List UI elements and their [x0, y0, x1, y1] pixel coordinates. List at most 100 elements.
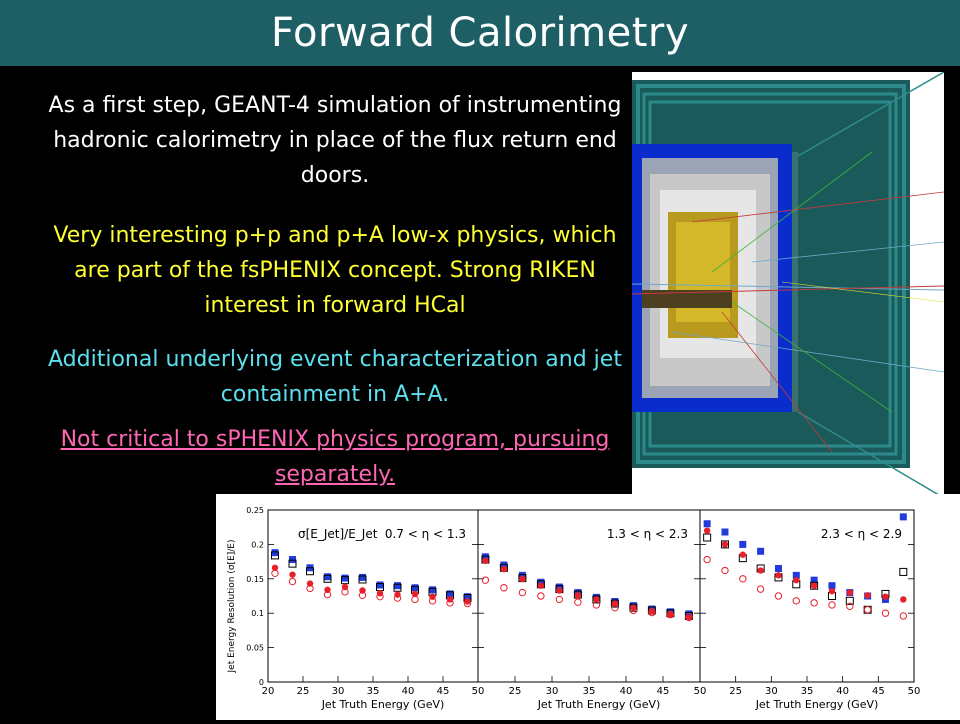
x-axis-label: Jet Truth Energy (GeV): [537, 698, 661, 711]
data-point-open-circle: [846, 602, 854, 611]
geant4-simulation-image: [631, 71, 945, 499]
data-point-open-square: [845, 596, 854, 605]
data-point-filled-circle: [864, 592, 871, 599]
data-point-open-circle: [648, 608, 656, 617]
data-point-filled-circle: [519, 575, 526, 582]
data-point-filled-square: [289, 556, 296, 564]
x-tick-label: 40: [402, 686, 415, 697]
x-tick-label: 35: [583, 686, 596, 697]
x-tick-label: 45: [437, 686, 450, 697]
data-point-open-circle: [323, 590, 332, 599]
data-point-filled-circle: [482, 557, 489, 565]
x-tick-label: 35: [367, 686, 380, 697]
data-point-filled-square: [500, 561, 508, 569]
data-point-filled-circle: [721, 541, 729, 548]
x-tick-label: 30: [332, 686, 345, 697]
data-point-open-circle: [685, 612, 693, 621]
data-point-open-square: [306, 567, 314, 576]
data-point-filled-circle: [537, 582, 545, 589]
paragraph-not-critical: Not critical to sPHENIX physics program,…: [60, 427, 610, 487]
calorimeter-render: [631, 71, 945, 499]
y-tick-label: 0: [259, 678, 264, 687]
jet-resolution-plots: Jet Energy Resolution (σ[E]/E) 0 0.05 0.1 0.…: [216, 494, 960, 720]
data-point-open-circle: [721, 566, 729, 575]
y-tick-label: 0.15: [246, 575, 264, 584]
data-point-filled-circle: [593, 596, 600, 603]
data-point-filled-square: [757, 547, 765, 555]
data-point-filled-square: [899, 513, 907, 521]
data-point-open-circle: [518, 588, 527, 597]
data-point-open-circle: [288, 577, 297, 586]
data-point-open-square: [288, 559, 297, 568]
data-point-filled-square: [359, 573, 366, 581]
eta-range-label: 2.3 < η < 2.9: [821, 527, 902, 541]
data-point-filled-circle: [464, 598, 471, 605]
data-point-filled-square: [341, 574, 349, 582]
x-tick-label: 25: [509, 686, 522, 697]
x-tick-label: 40: [836, 686, 849, 697]
x-tick-label: 30: [546, 686, 559, 697]
x-tick-label: 25: [297, 686, 310, 697]
x-axis-label: Jet Truth Energy (GeV): [755, 698, 879, 711]
data-point-open-circle: [341, 588, 349, 596]
x-tick-label: 50: [472, 686, 485, 697]
data-point-filled-square: [555, 583, 563, 591]
data-point-filled-square: [464, 593, 471, 601]
data-point-open-square: [358, 575, 367, 584]
data-point-filled-circle: [411, 590, 419, 598]
data-point-open-circle: [411, 595, 419, 604]
data-point-open-square: [810, 581, 819, 590]
x-tick-label: 45: [872, 686, 885, 697]
data-point-open-square: [323, 574, 332, 583]
x-tick-label: 20: [262, 686, 275, 697]
data-point-open-square: [899, 567, 908, 576]
data-point-filled-square: [271, 549, 279, 557]
slide-title: Forward Calorimetry: [270, 10, 690, 56]
data-point-filled-circle: [667, 611, 674, 618]
data-point-filled-square: [828, 582, 836, 590]
data-point-open-circle: [703, 555, 711, 564]
paragraph-low-x-physics: Very interesting p+p and p+A low-x physi…: [53, 223, 617, 318]
data-point-filled-square: [518, 571, 526, 579]
data-point-filled-circle: [271, 564, 279, 571]
x-tick-label: 40: [620, 686, 633, 697]
data-point-open-circle: [756, 585, 765, 593]
data-point-open-circle: [537, 592, 545, 600]
data-point-open-circle: [446, 599, 454, 607]
data-point-filled-circle: [828, 587, 836, 595]
data-point-filled-circle: [846, 589, 853, 596]
paragraph-geant4: As a first step, GEANT-4 simulation of i…: [48, 93, 622, 188]
data-point-open-circle: [376, 592, 384, 601]
data-point-open-circle: [629, 606, 638, 615]
data-point-open-square: [720, 540, 729, 549]
data-point-filled-circle: [703, 527, 711, 534]
data-point-filled-square: [446, 590, 454, 598]
x-tick-label: 50: [694, 686, 707, 697]
y-tick-label: 0.25: [246, 506, 264, 515]
data-point-filled-circle: [500, 565, 508, 573]
data-point-filled-square: [429, 586, 436, 594]
data-point-filled-circle: [574, 592, 582, 599]
data-point-filled-square: [721, 528, 729, 536]
data-point-open-circle: [555, 595, 564, 604]
data-point-filled-square: [739, 540, 747, 548]
data-point-filled-circle: [810, 582, 818, 589]
title-bar: Forward Calorimetry: [0, 0, 960, 66]
data-point-open-circle: [574, 598, 582, 606]
data-point-open-circle: [306, 584, 314, 593]
x-axis-label: Jet Truth Energy (GeV): [321, 698, 445, 711]
y-axis-label: Jet Energy Resolution (σ[E]/E): [227, 540, 237, 674]
y-tick-label: 0.1: [251, 609, 264, 618]
data-point-open-circle: [899, 612, 907, 620]
data-point-open-square: [271, 551, 279, 560]
data-point-open-circle: [463, 599, 472, 608]
data-point-open-circle: [358, 591, 367, 600]
x-tick-label: 30: [765, 686, 778, 697]
data-point-filled-circle: [793, 576, 800, 584]
data-point-open-square: [610, 599, 619, 608]
data-point-filled-square: [394, 582, 401, 590]
data-point-filled-circle: [556, 587, 563, 594]
data-point-open-circle: [481, 576, 490, 584]
formula-label: σ[E_Jet]/E_Jet: [298, 527, 378, 541]
data-point-open-circle: [592, 601, 601, 609]
